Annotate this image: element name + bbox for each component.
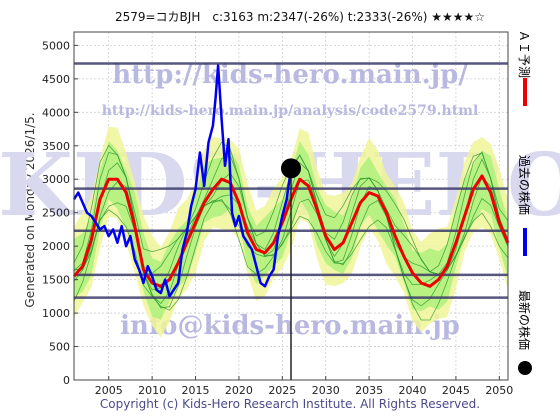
y-tick-label: 1500 bbox=[42, 274, 70, 287]
y-tick-label: 2500 bbox=[42, 207, 70, 220]
y-tick-label: 500 bbox=[49, 341, 70, 354]
legend-label-ai-forecast: ＡＩ予測 bbox=[517, 30, 531, 78]
legend: ＡＩ予測 過去の株価 最新の株価 bbox=[517, 30, 532, 375]
x-tick-label: 2050 bbox=[485, 384, 513, 397]
series-line-past-price bbox=[72, 64, 293, 298]
legend-item-latest-price: 最新の株価 bbox=[517, 290, 532, 375]
x-tick-label: 2045 bbox=[442, 384, 470, 397]
legend-item-ai-forecast: ＡＩ予測 bbox=[517, 30, 531, 106]
legend-swatch-dot bbox=[518, 361, 532, 375]
x-tick-label: 2005 bbox=[95, 384, 123, 397]
legend-item-past-price: 過去の株価 bbox=[517, 155, 532, 256]
legend-label-past-price: 過去の株価 bbox=[517, 155, 532, 215]
y-tick-label: 3000 bbox=[42, 173, 70, 186]
x-tick-label: 2025 bbox=[268, 384, 296, 397]
x-tick-label: 2015 bbox=[182, 384, 210, 397]
copyright-text: Copyright (c) Kids-Hero Research Institu… bbox=[100, 397, 480, 411]
y-tick-label: 4500 bbox=[42, 73, 70, 86]
y-tick-label: 1000 bbox=[42, 307, 70, 320]
y-tick-label: 3500 bbox=[42, 140, 70, 153]
axis-ticks: 0 500 1000 1500 2000 2500 3000 3500 4000 4500 5000… bbox=[42, 39, 513, 397]
x-tick-label: 2040 bbox=[399, 384, 427, 397]
chart-title: 2579=コカBJH c:3163 m:2347(-26%) t:2333(-2… bbox=[115, 10, 485, 24]
latest-price-point bbox=[281, 158, 301, 179]
y-tick-label: 4000 bbox=[42, 106, 70, 119]
markers bbox=[281, 158, 301, 380]
generated-date-note: Generated on Monday 2026/1/5. bbox=[23, 112, 37, 307]
watermark-bottom: info@kids-hero.main.jp bbox=[120, 311, 460, 341]
plot-frame bbox=[73, 31, 509, 381]
y-tick-label: 5000 bbox=[42, 39, 70, 52]
watermark-top: http://kids-hero.main.jp/ bbox=[112, 60, 468, 90]
y-tick-label: 2000 bbox=[42, 240, 70, 253]
y-tick-label: 0 bbox=[63, 374, 70, 387]
x-tick-label: 2035 bbox=[355, 384, 383, 397]
x-tick-label: 2030 bbox=[312, 384, 340, 397]
legend-label-latest-price: 最新の株価 bbox=[517, 290, 532, 350]
x-tick-label: 2020 bbox=[225, 384, 253, 397]
x-tick-label: 2010 bbox=[138, 384, 166, 397]
watermark-mid: http://kids-hero.main.jp/analysis/code25… bbox=[102, 103, 479, 119]
